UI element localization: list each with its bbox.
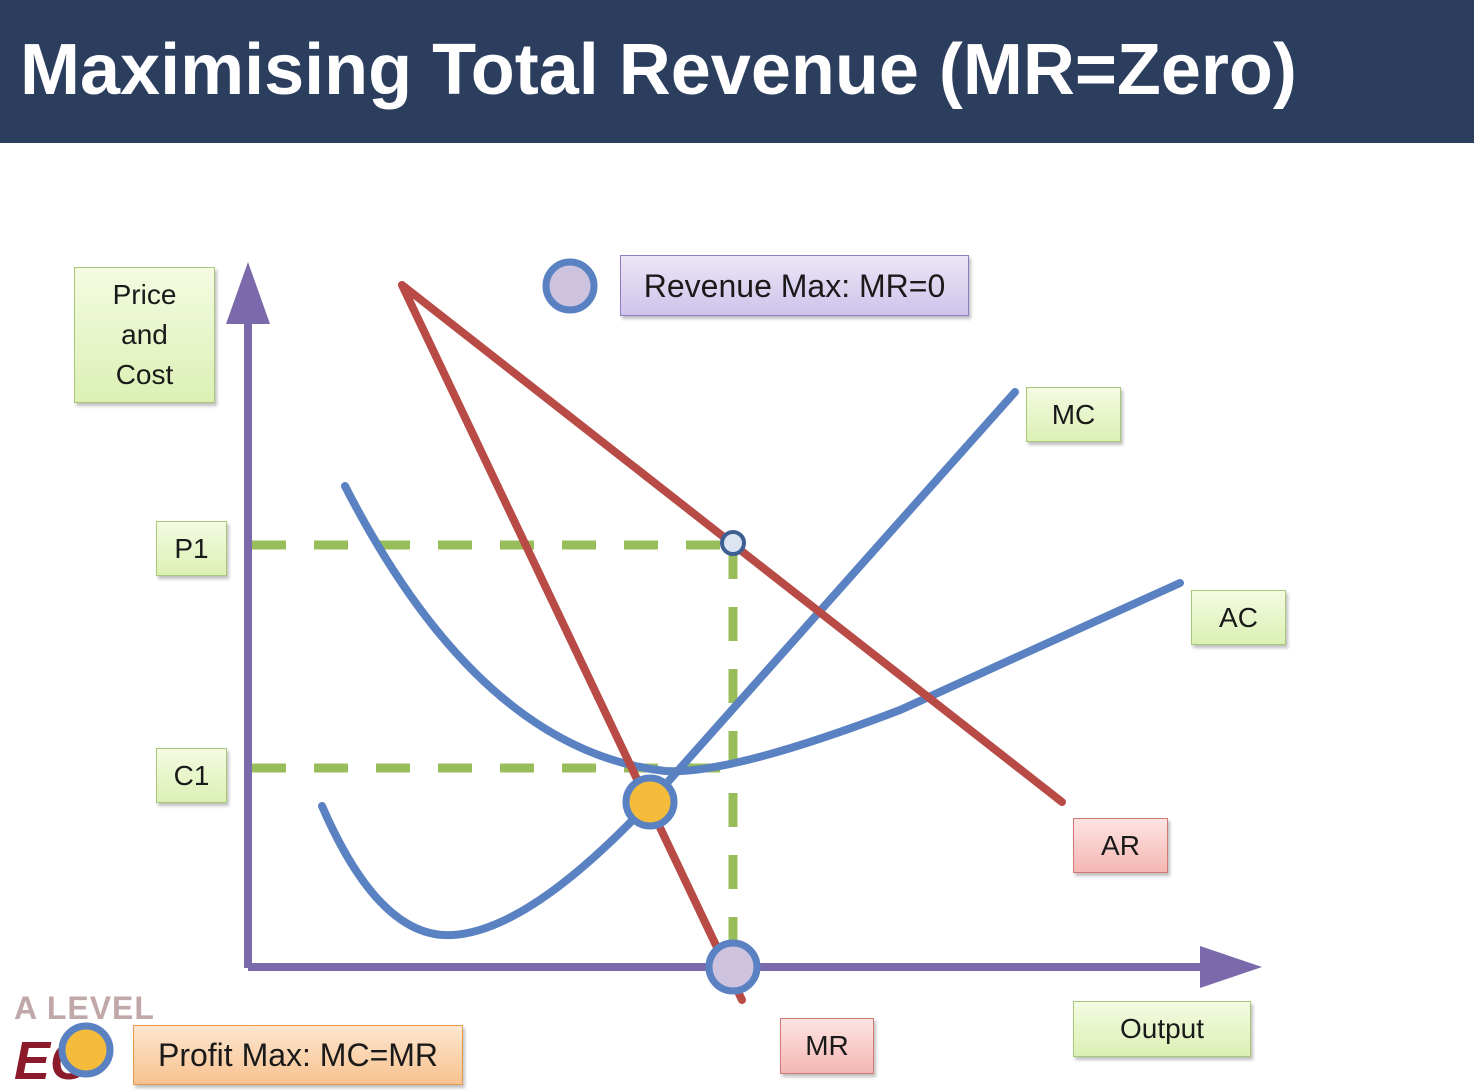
profit-max-legend-marker xyxy=(58,1022,114,1078)
x-axis-arrow xyxy=(1200,946,1262,988)
page-title: Maximising Total Revenue (MR=Zero) xyxy=(20,30,1297,110)
ac-curve xyxy=(341,482,1184,776)
logo-line1: A LEVEL xyxy=(14,990,155,1026)
mr-curve xyxy=(398,281,746,1004)
profit-max-marker xyxy=(622,774,678,830)
mr-label: MR xyxy=(780,1018,874,1074)
y-axis-label: Price and Cost xyxy=(74,267,215,403)
y-axis-label-line2: and xyxy=(121,319,168,350)
c1-label: C1 xyxy=(156,748,227,803)
ar-label: AR xyxy=(1073,818,1168,873)
revenue-max-legend: Revenue Max: MR=0 xyxy=(620,255,969,316)
revenue-max-marker xyxy=(705,939,761,995)
mc-label: MC xyxy=(1026,387,1121,442)
y-axis-arrow xyxy=(226,262,270,324)
y-axis-label-line1: Price xyxy=(112,279,177,310)
mc-curve xyxy=(318,388,1019,940)
ac-label: AC xyxy=(1191,590,1286,645)
revenue-max-legend-marker xyxy=(542,258,598,314)
y-axis-label-line3: Cost xyxy=(115,359,174,390)
profit-max-legend: Profit Max: MC=MR xyxy=(133,1025,463,1085)
price-point-marker xyxy=(720,530,746,556)
p1-label: P1 xyxy=(156,521,227,576)
title-bar: Maximising Total Revenue (MR=Zero) xyxy=(0,0,1474,143)
x-axis-label: Output xyxy=(1073,1001,1251,1057)
